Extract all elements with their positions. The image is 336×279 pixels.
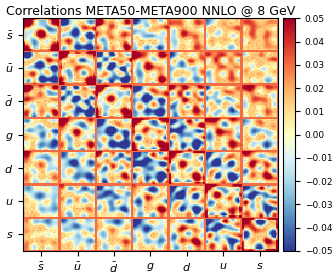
Title: Correlations META50-META900 NNLO @ 8 GeV: Correlations META50-META900 NNLO @ 8 GeV [6,4,295,17]
